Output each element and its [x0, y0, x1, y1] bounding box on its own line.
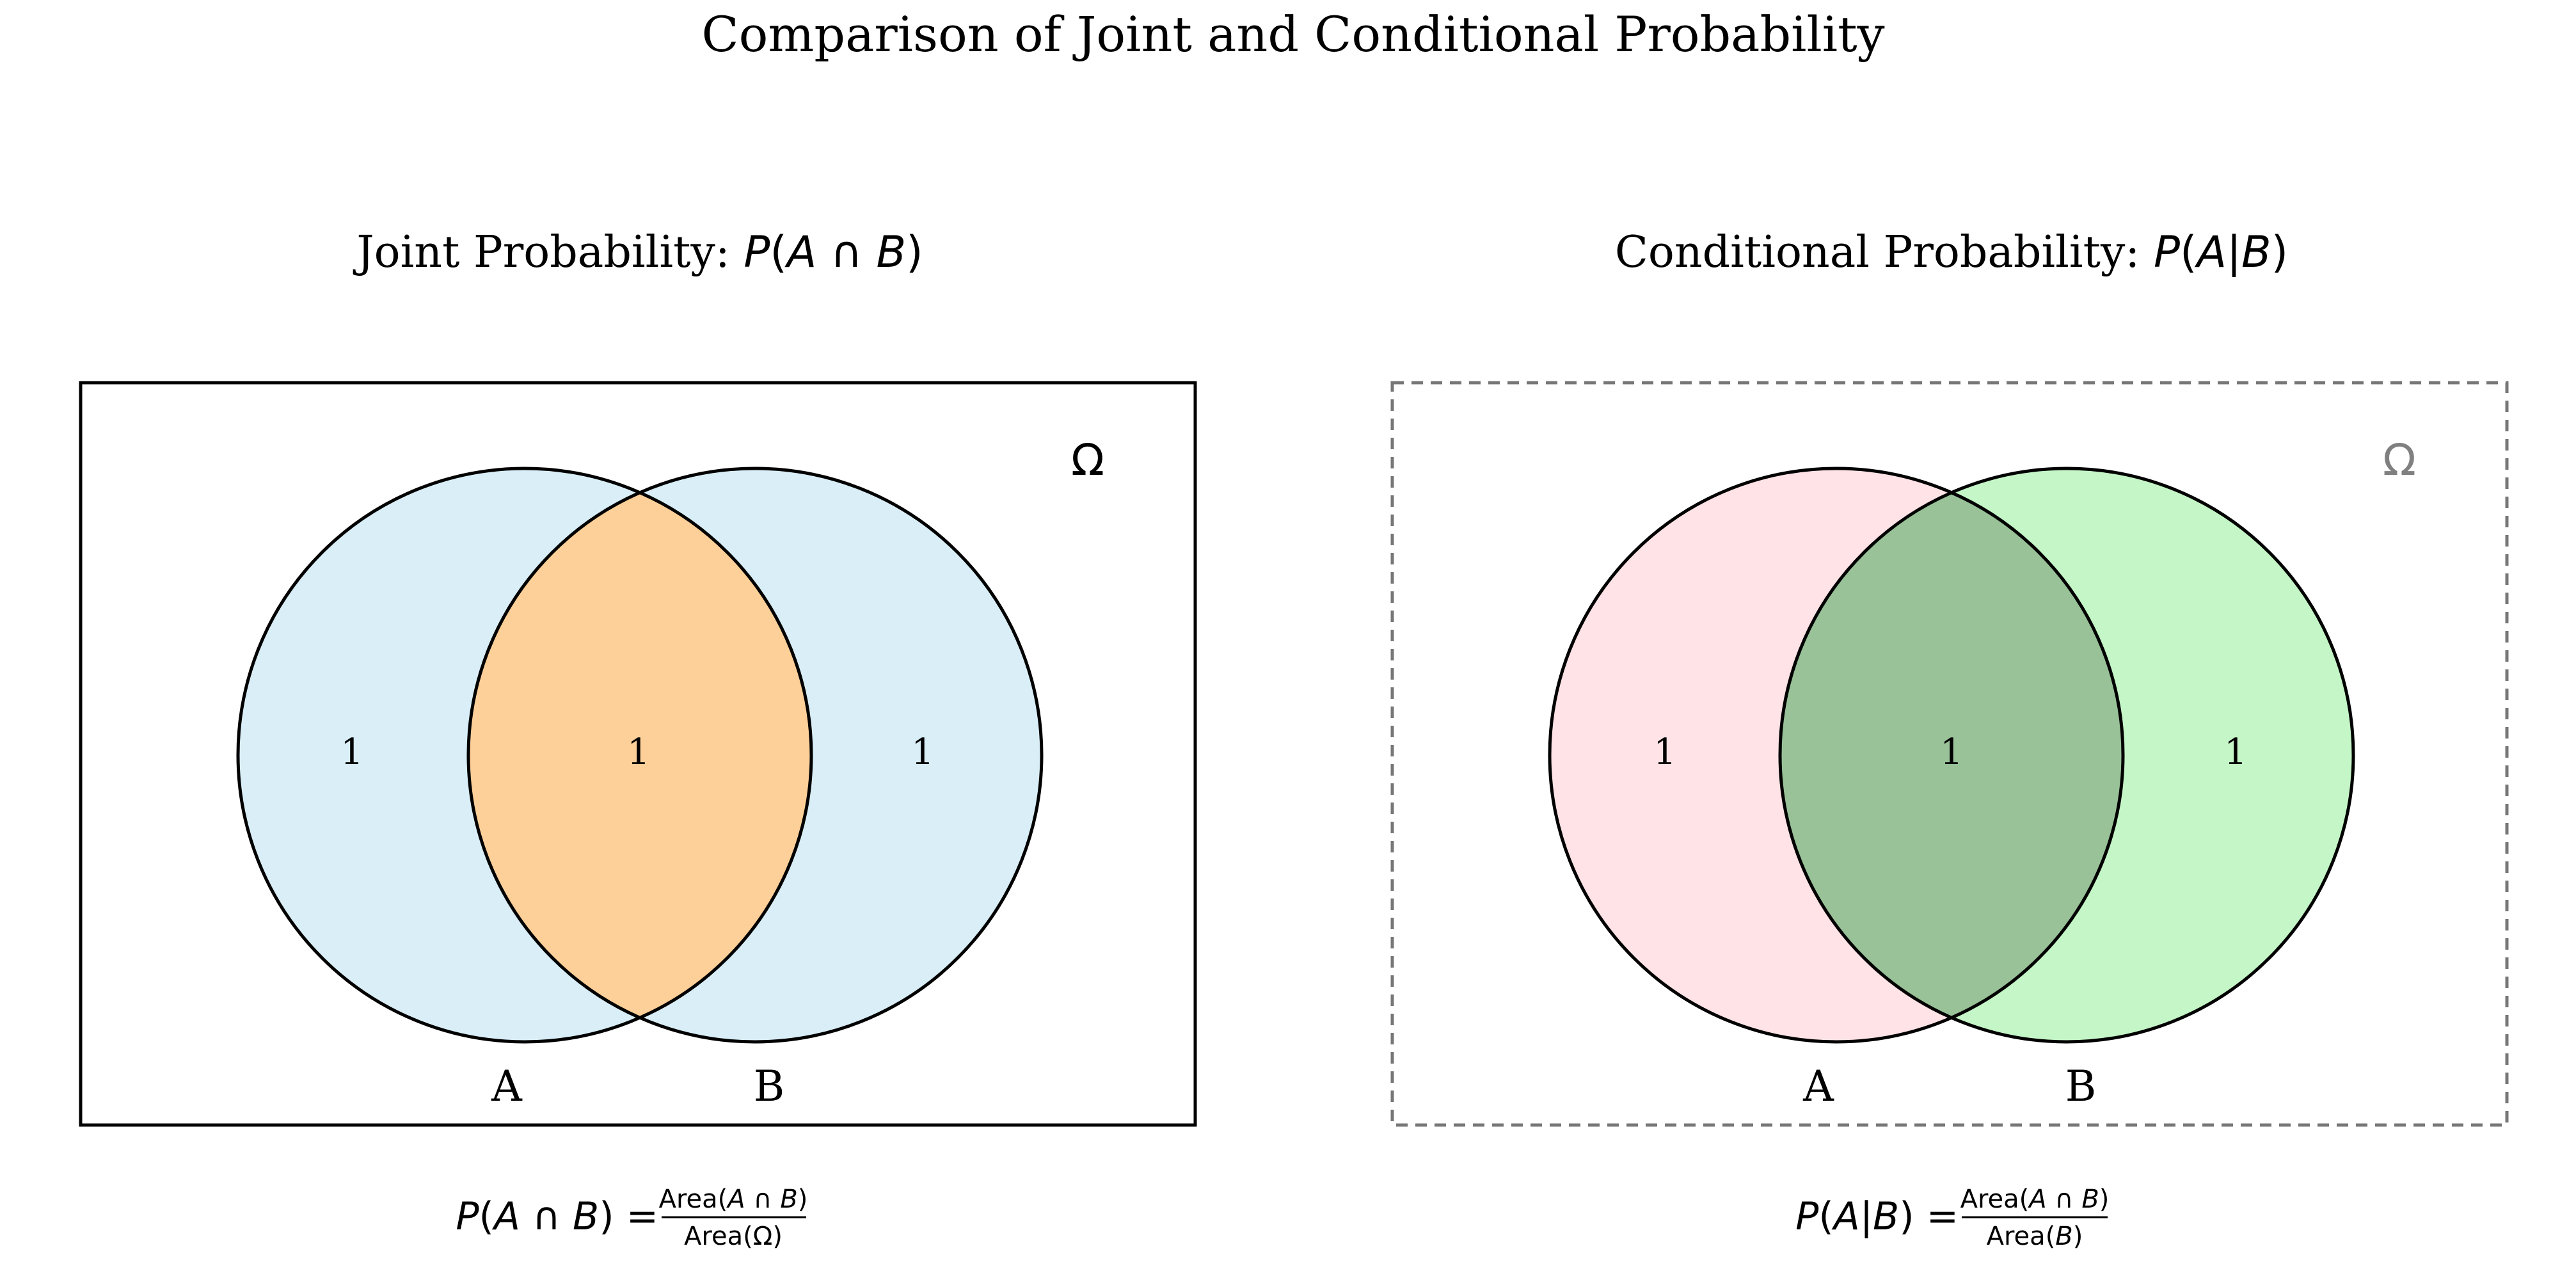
joint-count-b-only: 1 [911, 731, 934, 773]
joint-set-a-outline [236, 467, 813, 1044]
figure-title: Comparison of Joint and Conditional Prob… [701, 6, 1884, 63]
conditional-panel: Conditional Probability: P(A|B) Ω 1 1 1 … [1390, 227, 2509, 1251]
joint-count-a-only: 1 [340, 731, 363, 773]
joint-formula-numerator: Area(A ∩ B) [659, 1185, 808, 1214]
conditional-formula-lhs: P(A|B) = [1795, 1194, 1959, 1239]
joint-intersection-region [468, 468, 811, 1042]
joint-count-intersection: 1 [627, 731, 650, 773]
conditional-label-b: B [2065, 1062, 2097, 1111]
conditional-count-b-only: 1 [2224, 731, 2247, 773]
joint-sample-space-border [79, 381, 1197, 1127]
conditional-count-a-only: 1 [1653, 731, 1676, 773]
conditional-panel-title: Conditional Probability: P(A|B) [1615, 227, 2288, 278]
joint-formula: P(A ∩ B) = Area(A ∩ B) Area(Ω) [456, 1185, 807, 1251]
joint-panel-title: Joint Probability: P(A ∩ B) [353, 227, 923, 278]
conditional-intersection-region [1780, 468, 2123, 1042]
joint-label-a: A [491, 1062, 523, 1111]
conditional-formula: P(A|B) = Area(A ∩ B) Area(B) [1795, 1185, 2109, 1251]
conditional-formula-numerator: Area(A ∩ B) [1960, 1185, 2110, 1214]
conditional-set-b-outline [1778, 467, 2355, 1044]
joint-panel: Joint Probability: P(A ∩ B) Ω 1 1 1 A B … [79, 227, 1197, 1251]
joint-formula-lhs: P(A ∩ B) = [456, 1194, 658, 1239]
joint-omega-label: Ω [1071, 435, 1104, 486]
joint-formula-denominator: Area(Ω) [684, 1222, 783, 1251]
conditional-label-a: A [1802, 1062, 1834, 1111]
joint-set-b-outline [466, 467, 1044, 1044]
conditional-set-a-outline [1548, 467, 2125, 1044]
conditional-sample-space-border [1390, 381, 2509, 1127]
conditional-omega-label: Ω [2383, 435, 2416, 486]
conditional-formula-denominator: Area(B) [1987, 1222, 2083, 1251]
conditional-count-intersection: 1 [1940, 731, 1963, 773]
joint-label-b: B [754, 1062, 785, 1111]
